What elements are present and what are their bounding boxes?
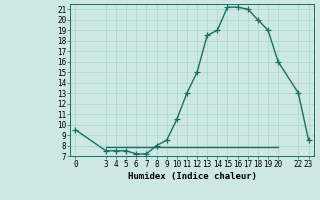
X-axis label: Humidex (Indice chaleur): Humidex (Indice chaleur): [127, 172, 257, 181]
